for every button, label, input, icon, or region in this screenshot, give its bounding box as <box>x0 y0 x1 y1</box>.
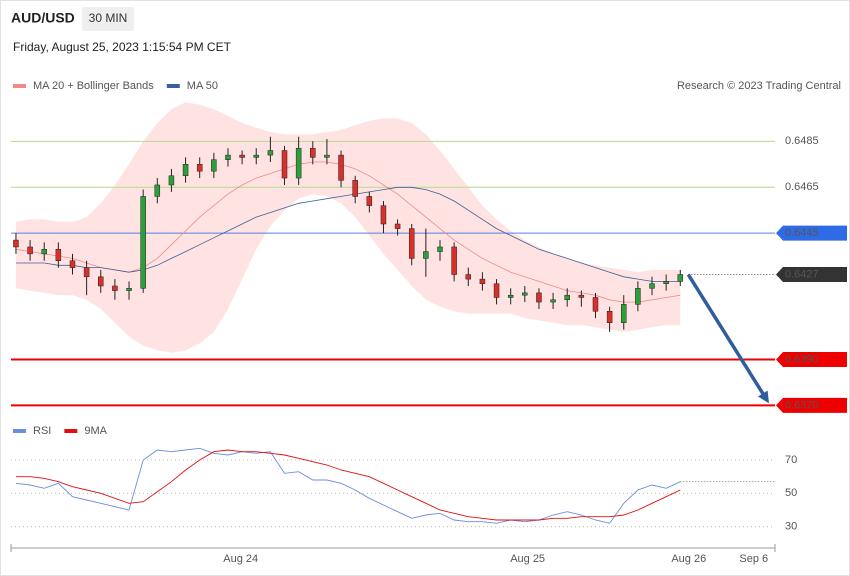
candle-body <box>677 274 684 282</box>
candle-body <box>564 294 570 301</box>
candle-body <box>606 311 613 323</box>
forecast-arrow <box>686 273 766 397</box>
level-label: 0.6390 <box>785 353 819 365</box>
legend-label: MA 50 <box>187 80 218 92</box>
candle-body <box>253 154 259 158</box>
level-label: 0.6427 <box>785 268 819 280</box>
candle-body <box>98 276 104 287</box>
chart-title: AUD/USD <box>11 10 75 26</box>
candle-body <box>592 297 599 312</box>
candle-body <box>55 249 62 261</box>
candle-body <box>168 175 175 186</box>
x-tick-label: Aug 25 <box>510 553 545 565</box>
ma-line <box>15 186 681 282</box>
level-label: 0.6485 <box>785 135 819 147</box>
candle-body <box>352 180 358 197</box>
candle-body <box>182 164 189 177</box>
candle-body <box>196 164 203 172</box>
legend-swatch <box>166 84 180 88</box>
level-label: 0.6465 <box>785 181 819 193</box>
legend-label: 9MA <box>84 425 107 437</box>
candle-body <box>493 283 500 298</box>
subtitle: Friday, August 25, 2023 1:15:54 PM CET <box>13 40 232 54</box>
candle-body <box>239 154 245 158</box>
candle-body <box>380 205 387 225</box>
candle-body <box>267 150 274 156</box>
candle-body <box>154 184 161 197</box>
candle-body <box>437 246 443 252</box>
level-badge <box>776 267 847 283</box>
source: Research © 2023 Trading Central <box>677 80 841 92</box>
candle-body <box>338 154 344 181</box>
candle-body <box>635 288 641 305</box>
candle-body <box>663 281 669 284</box>
candle-body <box>507 294 514 298</box>
candle-body <box>140 196 146 289</box>
candle-body <box>126 288 132 291</box>
candle-body <box>281 150 288 179</box>
candle-body <box>366 196 373 206</box>
legend-swatch <box>13 429 26 433</box>
rsi-line <box>15 447 681 524</box>
candle-body <box>550 299 556 303</box>
candle-body <box>394 223 401 229</box>
legend-swatch <box>13 84 26 88</box>
candle-body <box>522 292 528 296</box>
candle-body <box>423 251 429 259</box>
candle-body <box>211 159 217 172</box>
candle-body <box>295 147 302 179</box>
level-label: 0.6370 <box>785 399 819 411</box>
level-badge <box>776 351 847 367</box>
forecast-arrowhead <box>757 390 769 404</box>
candle-body <box>27 246 33 255</box>
level-badge <box>776 225 847 241</box>
timeframe: 30 MIN <box>89 11 128 25</box>
candle-body <box>225 154 231 160</box>
legend-label: MA 20 + Bollinger Bands <box>33 80 154 92</box>
candle-body <box>324 154 330 158</box>
legend-label: RSI <box>33 425 51 437</box>
y-tick-label: 70 <box>785 454 797 466</box>
candle-body <box>649 283 655 289</box>
candle-body <box>578 294 585 298</box>
candle-body <box>13 239 19 248</box>
candle-body <box>41 249 47 255</box>
level-badge <box>776 397 847 413</box>
bollinger-band <box>15 102 681 353</box>
y-tick-label: 30 <box>785 521 797 533</box>
rsi-line <box>15 449 681 521</box>
x-tick-label: Aug 26 <box>671 553 706 565</box>
x-tick-label: Sep 6 <box>739 553 768 565</box>
candle-body <box>621 304 627 323</box>
candle-body <box>465 274 472 280</box>
candle-body <box>408 228 415 259</box>
legend-swatch <box>64 429 78 433</box>
candle-body <box>536 292 542 303</box>
x-tick-label: Aug 24 <box>223 553 258 565</box>
candle-body <box>69 260 76 268</box>
y-tick-label: 50 <box>785 487 797 499</box>
candle-body <box>83 267 90 278</box>
candle-body <box>479 278 486 284</box>
candle-body <box>112 285 118 291</box>
timeframe-box <box>82 7 134 31</box>
level-label: 0.6445 <box>785 227 819 239</box>
candle-body <box>451 246 457 275</box>
candle-body <box>310 147 316 158</box>
